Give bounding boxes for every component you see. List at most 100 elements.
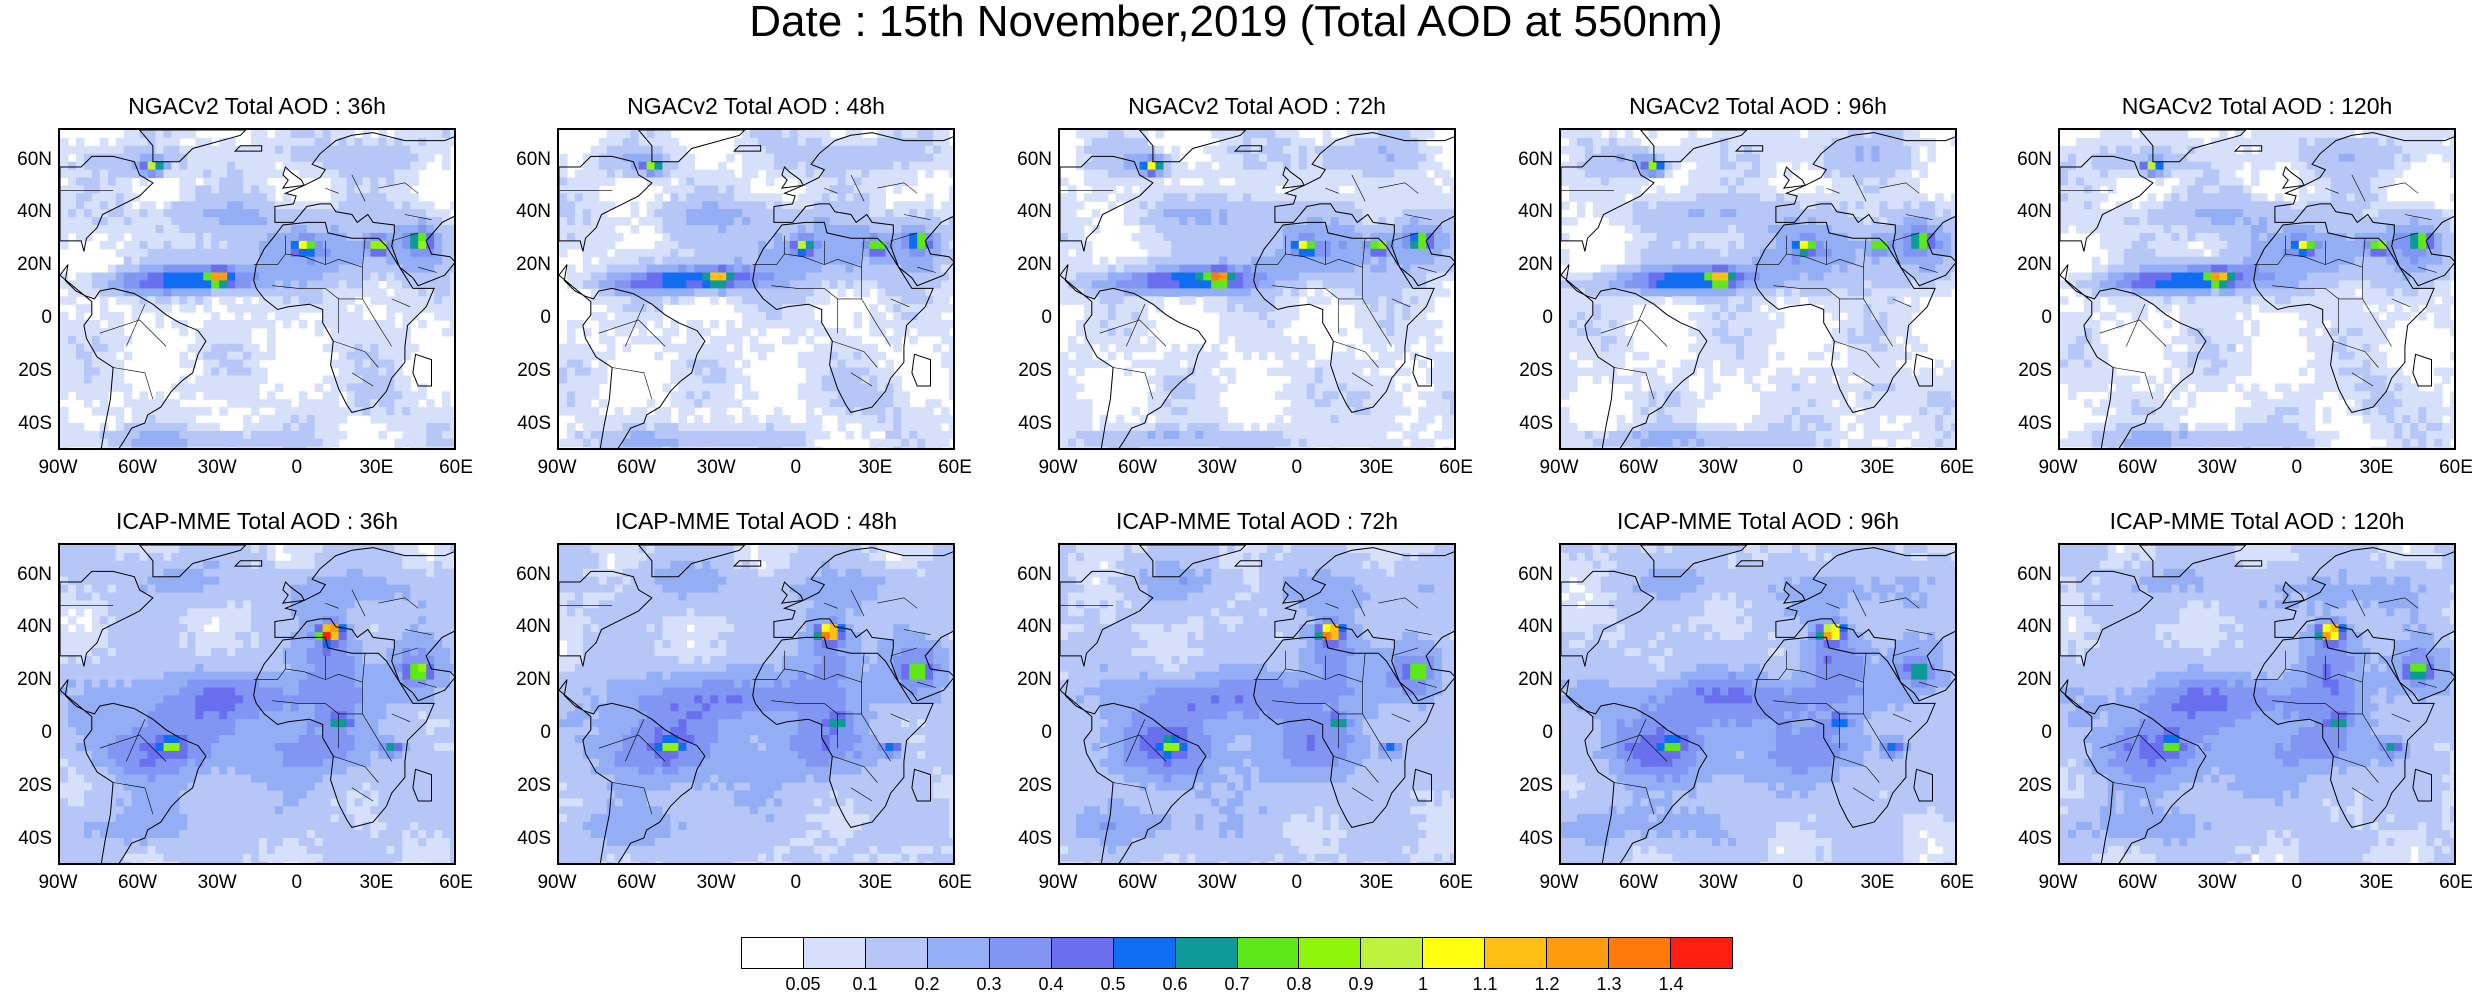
aod-cell bbox=[370, 240, 379, 250]
aod-cell bbox=[893, 328, 902, 337]
aod-cell bbox=[1147, 446, 1157, 448]
aod-cell bbox=[726, 438, 735, 448]
aod-cell bbox=[259, 217, 268, 226]
aod-cell bbox=[1171, 280, 1180, 289]
aod-cell bbox=[330, 296, 340, 305]
aod-cell bbox=[219, 288, 228, 297]
aod-cell bbox=[83, 201, 93, 210]
aod-cell bbox=[1139, 304, 1149, 313]
aod-cell bbox=[243, 320, 252, 329]
aod-cell bbox=[574, 399, 584, 408]
aod-cell bbox=[426, 153, 435, 163]
lon-tick-label: 30E bbox=[1359, 457, 1394, 478]
aod-cell bbox=[330, 137, 340, 147]
aod-cell bbox=[758, 320, 767, 329]
aod-cell bbox=[1251, 161, 1260, 171]
aod-cell bbox=[598, 399, 608, 408]
aod-cell bbox=[1282, 201, 1292, 210]
aod-cell bbox=[646, 335, 656, 345]
aod-cell bbox=[1091, 153, 1101, 163]
aod-cell bbox=[99, 407, 109, 416]
aod-cell bbox=[686, 335, 695, 345]
aod-cell bbox=[1576, 137, 1586, 147]
aod-cell bbox=[686, 391, 695, 400]
aod-cell bbox=[1298, 225, 1308, 234]
aod-cell bbox=[1362, 217, 1372, 226]
aod-cell bbox=[1704, 145, 1713, 155]
aod-cell bbox=[901, 407, 910, 416]
aod-cell bbox=[861, 407, 871, 416]
aod-cell bbox=[306, 232, 316, 242]
aod-cell bbox=[1068, 438, 1077, 448]
aod-cell bbox=[925, 209, 934, 218]
aod-cell bbox=[614, 256, 624, 266]
aod-cell bbox=[1306, 438, 1316, 448]
aod-cell bbox=[1815, 153, 1825, 163]
aod-cell bbox=[1235, 145, 1244, 155]
aod-cell bbox=[1322, 161, 1332, 171]
aod-cell bbox=[1290, 415, 1300, 424]
aod-cell bbox=[235, 367, 244, 376]
aod-cell bbox=[718, 169, 727, 179]
aod-cell bbox=[354, 375, 364, 384]
aod-cell bbox=[670, 225, 679, 234]
country-border bbox=[1404, 214, 1432, 220]
aod-cell bbox=[718, 201, 727, 210]
aod-cell bbox=[1322, 248, 1332, 258]
aod-cell bbox=[925, 240, 934, 250]
aod-cell bbox=[235, 280, 244, 289]
aod-cell bbox=[115, 383, 125, 392]
aod-cell bbox=[1394, 161, 1403, 171]
aod-cell bbox=[1418, 130, 1427, 139]
aod-cell bbox=[1267, 446, 1276, 448]
aod-cell bbox=[702, 193, 711, 202]
aod-cell bbox=[1091, 304, 1101, 313]
aod-cell bbox=[1314, 430, 1324, 440]
aod-cell bbox=[630, 153, 640, 163]
aod-cell bbox=[418, 209, 427, 218]
aod-cell bbox=[434, 312, 443, 321]
aod-cell bbox=[702, 248, 711, 258]
aod-cell bbox=[1736, 153, 1745, 163]
aod-cell bbox=[1314, 201, 1324, 210]
aod-cell bbox=[1370, 130, 1379, 139]
aod-cell bbox=[1115, 288, 1125, 297]
aod-cell bbox=[434, 280, 443, 289]
aod-cell bbox=[1418, 153, 1427, 163]
coastline bbox=[60, 155, 154, 252]
country-border bbox=[1325, 187, 1339, 194]
aod-cell bbox=[402, 161, 411, 171]
aod-cell bbox=[694, 446, 703, 448]
aod-cell bbox=[1139, 209, 1149, 218]
aod-cell bbox=[1115, 320, 1125, 329]
aod-cell bbox=[821, 407, 831, 416]
aod-cell bbox=[869, 312, 878, 321]
aod-cell bbox=[1123, 320, 1133, 329]
aod-cell bbox=[282, 446, 292, 448]
aod-cell bbox=[1648, 130, 1658, 139]
aod-cell bbox=[1139, 225, 1149, 234]
aod-cell bbox=[837, 343, 847, 353]
aod-cell bbox=[1362, 177, 1372, 186]
aod-cell bbox=[378, 288, 387, 297]
aod-cell bbox=[845, 343, 855, 353]
aod-cell bbox=[442, 399, 451, 408]
coastline bbox=[1060, 264, 1207, 448]
aod-cell bbox=[1123, 304, 1133, 313]
aod-cell bbox=[426, 304, 435, 313]
aod-cell bbox=[203, 296, 212, 305]
aod-cell bbox=[614, 423, 624, 432]
aod-cell bbox=[1235, 185, 1244, 194]
aod-cell bbox=[1195, 232, 1204, 242]
aod-cell bbox=[1195, 383, 1204, 392]
aod-cell bbox=[1211, 304, 1220, 313]
aod-cell bbox=[235, 248, 244, 258]
aod-cell bbox=[885, 391, 894, 400]
aod-cell bbox=[1434, 320, 1443, 329]
aod-cell bbox=[654, 423, 664, 432]
aod-cell bbox=[766, 304, 775, 313]
aod-cell bbox=[60, 240, 69, 250]
aod-cell bbox=[1378, 438, 1387, 448]
aod-cell bbox=[155, 256, 165, 266]
aod-cell bbox=[789, 320, 799, 329]
